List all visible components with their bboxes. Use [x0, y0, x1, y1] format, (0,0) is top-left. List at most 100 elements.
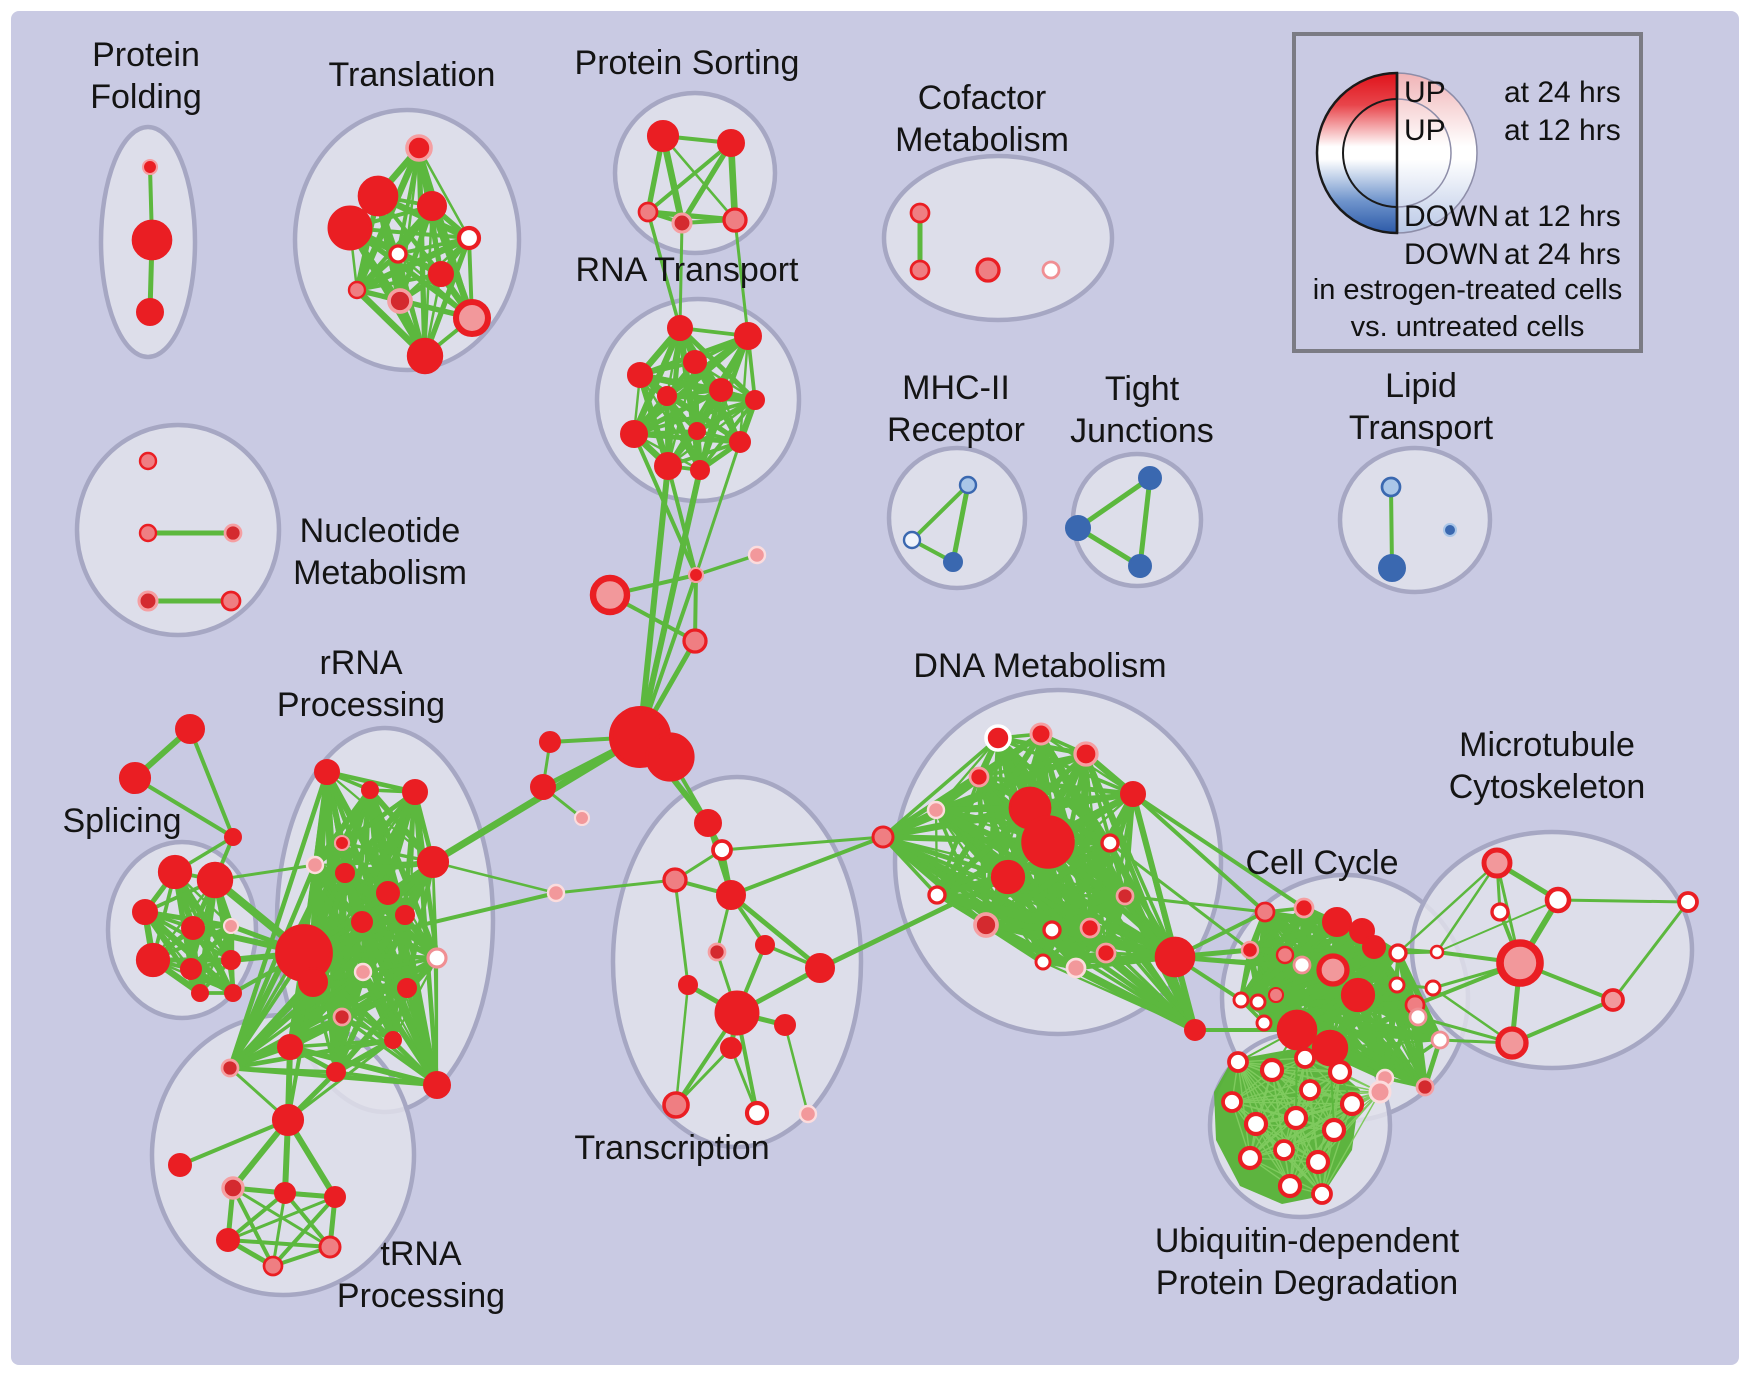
node-mt-4	[1429, 944, 1445, 960]
node-cc-12	[1232, 991, 1250, 1009]
node-tx-12	[662, 867, 688, 893]
node-lt-1	[1378, 554, 1406, 582]
edge-ps	[679, 140, 734, 226]
node-sp-3	[181, 916, 205, 940]
node-tx-0	[687, 566, 705, 584]
node-mt-2	[1490, 902, 1510, 922]
node-tri-1	[118, 761, 152, 795]
cluster-label-ps-line1: Protein Sorting	[575, 44, 800, 82]
node-ps-2	[637, 201, 659, 223]
node-sp-0	[157, 854, 193, 890]
edge-ub	[1237, 1061, 1335, 1131]
edge-rt	[698, 398, 757, 472]
node-tj-2	[1128, 554, 1152, 578]
node-rrna-1	[361, 781, 379, 799]
node-rrna-17	[277, 1034, 303, 1060]
node-pf-2	[136, 298, 164, 326]
edge-mhc	[950, 482, 971, 565]
node-nm-2	[223, 523, 243, 543]
node-tx-11	[711, 839, 733, 861]
edge-dna	[1107, 840, 1198, 1033]
edge-ps	[645, 209, 738, 223]
edge-ub	[1321, 1091, 1381, 1195]
edge-link-tx-dna	[817, 874, 1011, 971]
cluster-label-trna-line1: tRNA	[380, 1235, 462, 1273]
edge-trna	[271, 1191, 287, 1268]
node-dna-10	[990, 859, 1026, 895]
node-cc-0	[1254, 901, 1276, 923]
node-rrna-14	[397, 978, 417, 998]
node-tx-15	[707, 942, 727, 962]
edge-rrna	[333, 1037, 396, 1075]
node-rrna-16	[384, 1031, 402, 1049]
node-tr-5	[388, 244, 408, 264]
edge-dna	[976, 774, 1136, 797]
node-cc-1	[1293, 897, 1315, 919]
node-rrna-11	[298, 967, 328, 997]
edge-tr	[353, 234, 473, 294]
edge-mt	[1435, 861, 1499, 954]
cluster-label-rt-line1: RNA Transport	[576, 251, 800, 289]
edge-tr	[355, 272, 443, 292]
node-trna-4	[324, 1186, 346, 1208]
edge-dna	[1103, 950, 1198, 1033]
edge-trna	[226, 1238, 332, 1249]
node-ub-15	[1368, 1080, 1392, 1104]
edge-ps	[661, 134, 737, 222]
edge-rrna	[340, 1015, 439, 1087]
node-cc-11	[1249, 993, 1267, 1011]
node-ub-13	[1277, 1173, 1303, 1199]
edge-rrna	[227, 862, 318, 1071]
edge-link-tx-dna	[720, 835, 885, 852]
edge-link-rt-tx	[694, 440, 742, 577]
node-rrna-18	[220, 1058, 240, 1078]
edge-link-rt-tx	[637, 467, 703, 740]
node-tx-18	[714, 990, 760, 1036]
node-rt-3	[627, 362, 653, 388]
cluster-ellipse-mhc	[886, 445, 1028, 591]
legend-node-glyph	[1315, 71, 1478, 235]
node-dna-20	[1154, 936, 1196, 978]
node-cc-14	[1276, 1009, 1318, 1051]
node-cc-7	[1362, 935, 1386, 959]
node-sp-4	[222, 917, 240, 935]
edge-tj	[1137, 475, 1153, 569]
node-trna-2	[221, 1176, 245, 1200]
edge-trna	[231, 1186, 275, 1268]
node-cc-21	[1415, 1077, 1435, 1097]
node-cc-16	[1388, 943, 1408, 963]
node-rrna-5	[335, 863, 355, 883]
node-tj-0	[1138, 466, 1162, 490]
node-rt-7	[620, 420, 648, 448]
edge-rt	[697, 387, 724, 473]
node-mt-6	[1408, 1007, 1428, 1027]
cluster-label-nm-line2: Metabolism	[293, 554, 467, 592]
edge-link-rrna-tx	[431, 860, 558, 895]
legend-time: at 12 hrs	[1504, 200, 1621, 233]
cluster-label-tr-line1: Translation	[329, 56, 496, 94]
edge-rrna	[227, 769, 330, 1071]
node-rrna-8	[416, 845, 450, 879]
node-rrna-20	[423, 1071, 451, 1099]
node-rrna-2	[402, 779, 428, 805]
node-nm-3	[137, 590, 159, 612]
node-rt-1	[734, 322, 762, 350]
edge-mt	[1510, 998, 1615, 1045]
edge-tr	[417, 146, 471, 240]
node-dna-6	[1120, 781, 1146, 807]
cluster-ellipse-nm	[74, 422, 282, 638]
legend-time: at 12 hrs	[1504, 114, 1621, 147]
node-rt-5	[709, 378, 733, 402]
cluster-label-rrna-line2: Processing	[277, 686, 445, 724]
node-mhc-1	[902, 530, 922, 550]
legend-direction: UP	[1404, 114, 1446, 147]
node-tx-22	[744, 1100, 770, 1126]
cluster-label-tx-line1: Transcription	[574, 1129, 769, 1167]
edge-dna	[881, 736, 1000, 839]
node-dna-11	[1100, 833, 1120, 853]
edge-cc	[1383, 1038, 1442, 1080]
node-sp-1	[196, 861, 234, 899]
node-tr-9	[452, 298, 492, 338]
cluster-label-cf-line2: Metabolism	[895, 121, 1069, 159]
node-tx-1	[589, 574, 631, 616]
